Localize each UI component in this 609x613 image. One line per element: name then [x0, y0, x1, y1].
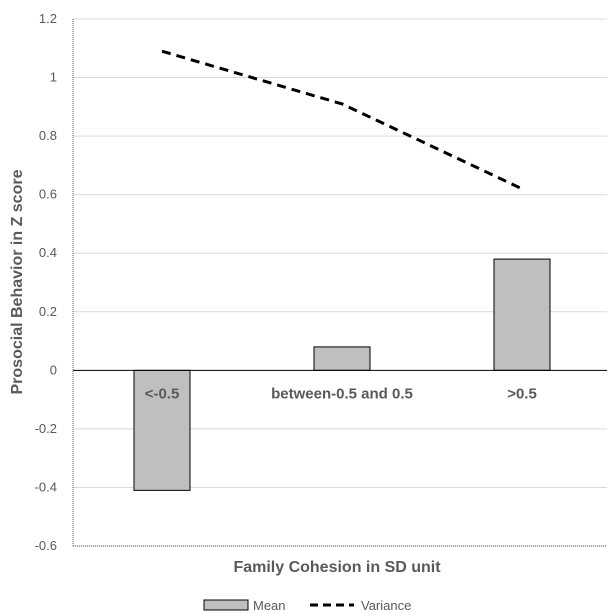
category-label: between-0.5 and 0.5 — [271, 385, 413, 402]
y-tick-label: -0.6 — [35, 538, 57, 553]
x-axis-title: Family Cohesion in SD unit — [233, 559, 441, 576]
y-axis-tick-labels: -0.6 -0.4 -0.2 0 0.2 0.4 0.6 0.8 1 1.2 — [35, 11, 57, 553]
legend-label-mean: Mean — [253, 598, 286, 613]
y-tick-label: 1 — [50, 70, 57, 85]
bars — [133, 258, 551, 491]
legend-label-variance: Variance — [361, 598, 411, 613]
y-axis-title: Prosocial Behavior in Z score — [9, 169, 26, 394]
category-label: >0.5 — [507, 385, 537, 402]
legend: Mean Variance — [203, 598, 411, 613]
bar-mean — [493, 258, 551, 371]
y-tick-label: 0.4 — [39, 245, 57, 260]
category-labels: <-0.5 between-0.5 and 0.5 >0.5 — [145, 385, 537, 402]
y-tick-label: -0.4 — [35, 479, 57, 494]
variance-line — [161, 49, 523, 191]
category-label: <-0.5 — [145, 385, 180, 402]
bar-mean — [313, 346, 371, 371]
y-tick-label: 0 — [50, 362, 57, 377]
y-tick-label: 0.6 — [39, 187, 57, 202]
legend-swatch-mean — [203, 599, 249, 611]
legend-item-variance: Variance — [310, 598, 411, 613]
y-tick-label: 0.8 — [39, 128, 57, 143]
y-tick-label: 0.2 — [39, 304, 57, 319]
y-tick-label: -0.2 — [35, 421, 57, 436]
y-tick-label: 1.2 — [39, 11, 57, 26]
legend-item-mean: Mean — [203, 598, 286, 613]
